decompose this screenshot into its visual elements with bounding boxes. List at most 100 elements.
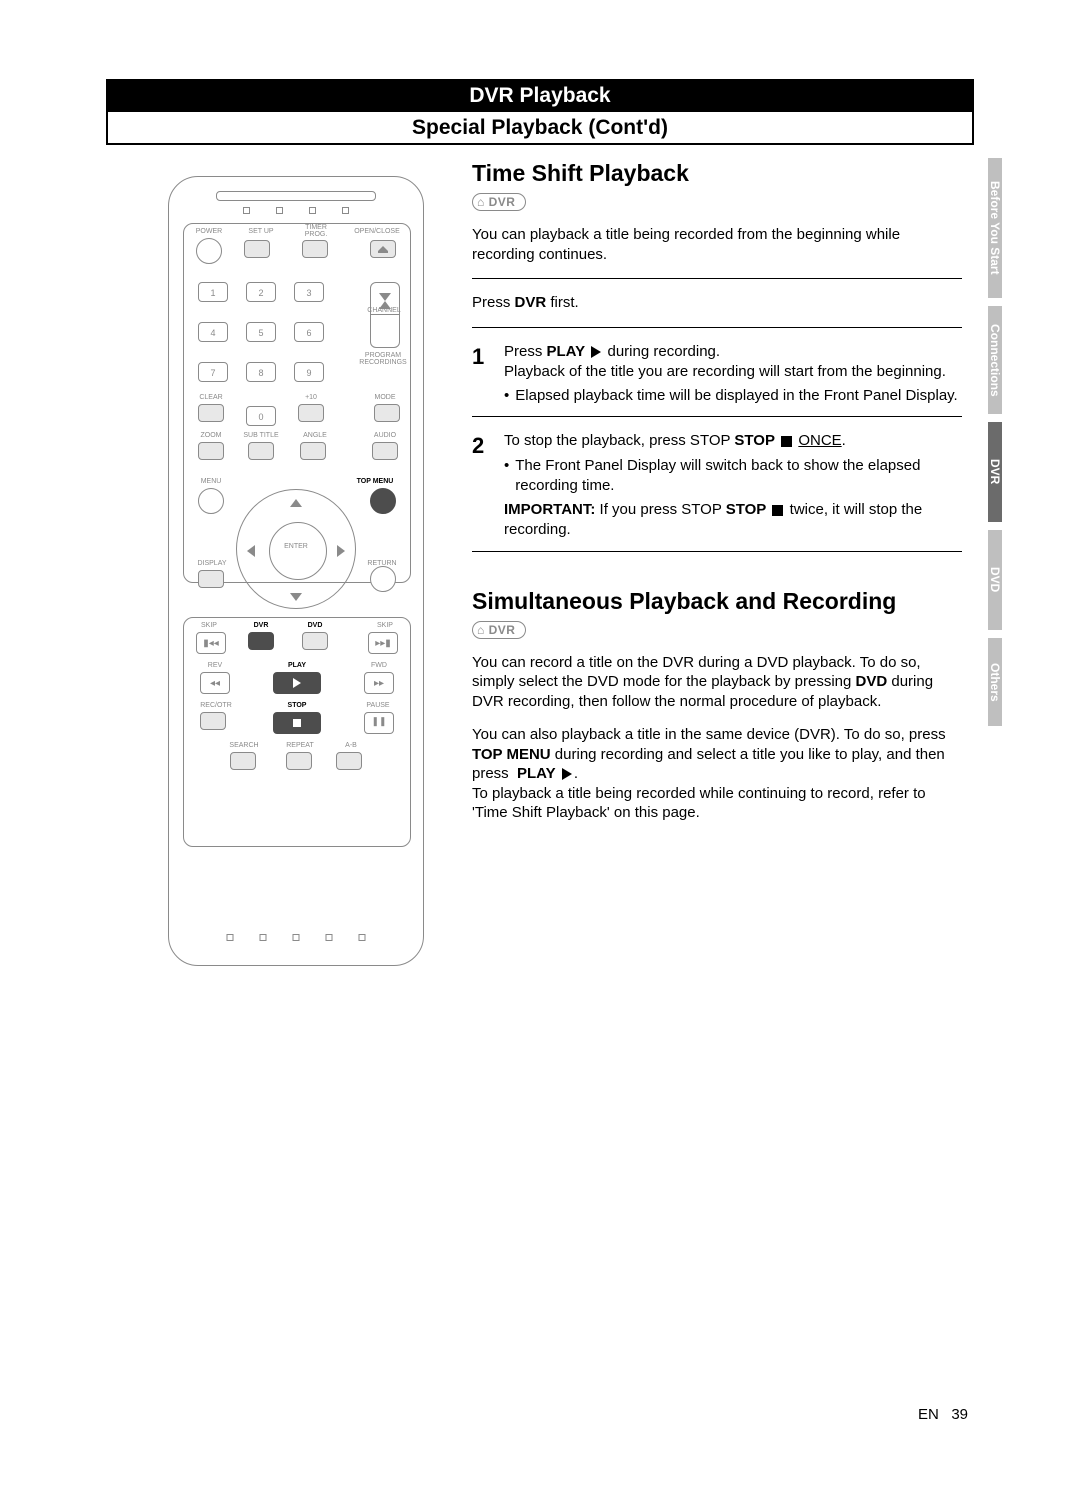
page-header-subtitle: Special Playback (Cont'd): [106, 112, 974, 145]
lbl-power: POWER: [192, 228, 226, 235]
nav-left-icon: [247, 545, 255, 557]
dvd-mode-button: [302, 632, 328, 650]
pause-button: [364, 712, 394, 734]
divider: [472, 278, 962, 279]
step2-line1: To stop the playback, press STOP STOP ON…: [504, 432, 846, 449]
ab-button: [336, 752, 362, 770]
page-footer: EN 39: [918, 1406, 968, 1423]
num-4: 4: [198, 322, 228, 342]
rev-button: ◂◂: [200, 672, 230, 694]
dvr-badge-icon: ⌂ DVR: [472, 193, 526, 211]
channel-rocker: [370, 282, 400, 348]
search-button: [230, 752, 256, 770]
stop-icon: [781, 436, 792, 447]
rec-button: [200, 712, 226, 730]
lbl-topmenu: TOP MENU: [350, 478, 400, 485]
sim-p1: You can record a title on the DVR during…: [472, 653, 962, 712]
lbl-zoom: ZOOM: [194, 432, 228, 439]
step1-bullet: Elapsed playback time will be displayed …: [504, 386, 962, 406]
lbl-play: PLAY: [277, 662, 317, 669]
step2-important: IMPORTANT: If you press STOP STOP twice,…: [504, 500, 962, 541]
section-simultaneous: Simultaneous Playback and Recording ⌂ DV…: [472, 588, 962, 823]
repeat-button: [286, 752, 312, 770]
eject-button: [370, 240, 396, 258]
footer-page: 39: [951, 1406, 968, 1423]
lbl-repeat: REPEAT: [280, 742, 320, 749]
lbl-program: PROGRAMRECORDINGS: [358, 352, 408, 366]
lbl-mode: MODE: [370, 394, 400, 401]
tab-dvr: DVR: [988, 422, 1002, 522]
power-button: [196, 238, 222, 264]
lbl-skip-r: SKIP: [370, 622, 400, 629]
step1-line2: Playback of the title you are recording …: [504, 363, 946, 380]
lbl-pause: PAUSE: [358, 702, 398, 709]
sim-p2: You can also playback a title in the sam…: [472, 725, 962, 823]
lbl-channel: CHANNEL: [362, 307, 406, 314]
section-title-timeshift: Time Shift Playback: [472, 160, 962, 187]
audio-button: [372, 442, 398, 460]
lbl-enter: ENTER: [281, 543, 311, 550]
lbl-clear: CLEAR: [196, 394, 226, 401]
display-button: [198, 570, 224, 588]
tab-before-you-start: Before You Start: [988, 158, 1002, 298]
section-title-simultaneous: Simultaneous Playback and Recording: [472, 588, 962, 615]
lbl-search: SEARCH: [224, 742, 264, 749]
divider: [472, 327, 962, 328]
stop-button: [273, 712, 321, 734]
remote-control-diagram: POWER SET UP TIMERPROG. OPEN/CLOSE 1 2 3…: [168, 176, 424, 966]
lbl-display: DISPLAY: [192, 560, 232, 567]
zoom-button: [198, 442, 224, 460]
num-6: 6: [294, 322, 324, 342]
content-column: Time Shift Playback ⌂ DVR You can playba…: [472, 160, 962, 837]
dvr-mode-button: [248, 632, 274, 650]
lbl-ab: A-B: [336, 742, 366, 749]
topmenu-button: [370, 488, 396, 514]
return-button: [370, 566, 396, 592]
lbl-dvd: DVD: [300, 622, 330, 629]
intro-text: You can playback a title being recorded …: [472, 225, 962, 264]
nav-down-icon: [290, 593, 302, 601]
lbl-timer: TIMERPROG.: [296, 224, 336, 238]
tab-connections: Connections: [988, 306, 1002, 414]
lbl-open: OPEN/CLOSE: [350, 228, 404, 235]
divider: [472, 551, 962, 552]
num-2: 2: [246, 282, 276, 302]
playback-panel: SKIP DVR DVD SKIP ▮◂◂ ▸▸▮ REV PLAY FWD ◂…: [183, 617, 411, 847]
nav-right-icon: [337, 545, 345, 557]
num-9: 9: [294, 362, 324, 382]
divider: [472, 416, 962, 417]
tab-others: Others: [988, 638, 1002, 726]
plus10-button: [298, 404, 324, 422]
lbl-fwd: FWD: [364, 662, 394, 669]
fwd-button: ▸▸: [364, 672, 394, 694]
step-body: To stop the playback, press STOP STOP ON…: [504, 431, 962, 540]
top-dots: [243, 207, 349, 214]
ir-window: [216, 191, 376, 201]
bottom-dots: [227, 934, 366, 941]
lbl-rev: REV: [200, 662, 230, 669]
skip-back-button: ▮◂◂: [196, 632, 226, 654]
lbl-setup: SET UP: [244, 228, 278, 235]
num-7: 7: [198, 362, 228, 382]
num-8: 8: [246, 362, 276, 382]
lbl-audio: AUDIO: [368, 432, 402, 439]
lbl-stop: STOP: [277, 702, 317, 709]
num-3: 3: [294, 282, 324, 302]
num-1: 1: [198, 282, 228, 302]
dvr-badge-icon: ⌂ DVR: [472, 621, 526, 639]
play-icon: [591, 346, 601, 358]
tab-dvd: DVD: [988, 530, 1002, 630]
step-number: 1: [472, 342, 494, 407]
section-tabs: Before You Start Connections DVR DVD Oth…: [988, 158, 1016, 734]
angle-button: [300, 442, 326, 460]
menu-button: [198, 488, 224, 514]
step1-line1: Press PLAY during recording.: [504, 343, 720, 360]
stop-icon: [772, 505, 783, 516]
lbl-menu: MENU: [194, 478, 228, 485]
lbl-skip-l: SKIP: [194, 622, 224, 629]
clear-button: [198, 404, 224, 422]
mode-button: [374, 404, 400, 422]
play-button: [273, 672, 321, 694]
lbl-angle: ANGLE: [298, 432, 332, 439]
step-1: 1 Press PLAY during recording. Playback …: [472, 342, 962, 407]
